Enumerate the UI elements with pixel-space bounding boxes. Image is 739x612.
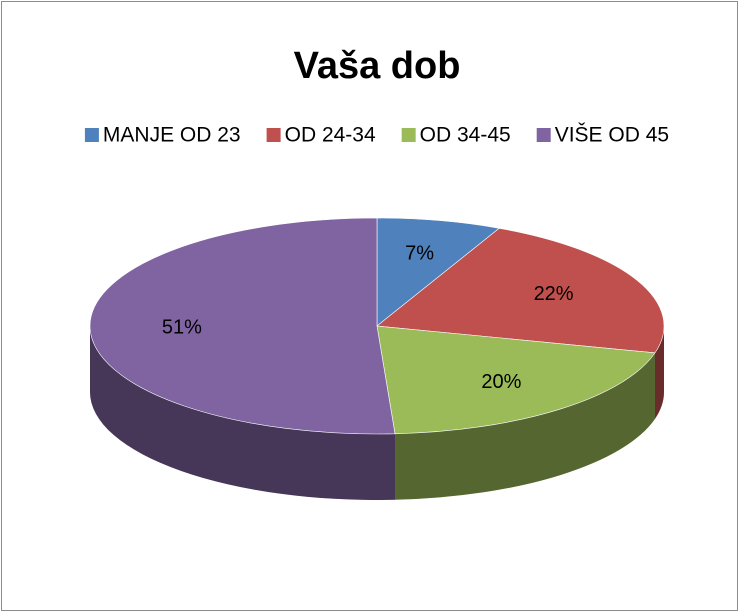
pie-slice [89,217,396,435]
legend-swatch [536,128,551,142]
pie-slice [376,217,500,327]
side-shade [654,326,664,419]
data-label: 22% [534,283,574,305]
data-label: 20% [481,371,521,393]
pie-sides [90,326,664,500]
legend-swatch [401,128,416,142]
side-shade [395,352,655,500]
pie-slice [376,325,656,435]
pie-side [654,326,664,419]
legend-label: OD 24-34 [285,124,376,147]
legend-label: VIŠE OD 45 [555,124,669,147]
legend-swatch [266,128,281,142]
legend-label: OD 34-45 [420,124,511,147]
pie-side [395,352,655,500]
legend-swatch [84,128,99,142]
chart-title: Vaša dob [294,45,461,87]
side-shade [90,326,396,500]
pie-side [90,326,396,500]
data-label: 51% [162,317,202,339]
pie-slice [376,227,665,354]
legend-label: MANJE OD 23 [103,124,241,147]
data-label: 7% [405,243,434,265]
